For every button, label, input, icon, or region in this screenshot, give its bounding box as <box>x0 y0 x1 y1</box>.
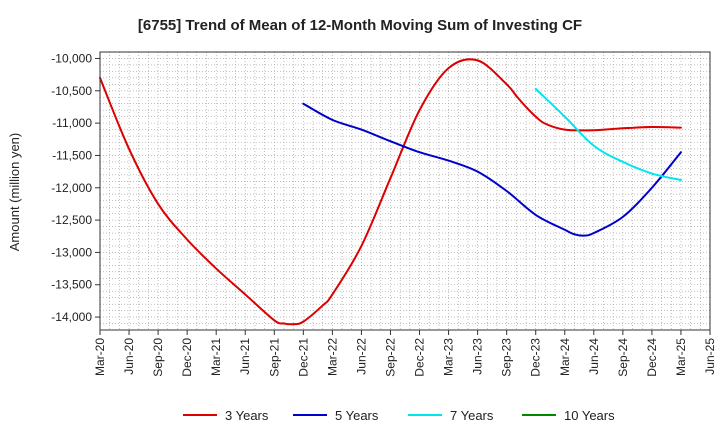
y-tick-label: -14,000 <box>51 310 92 324</box>
x-tick-label: Mar-25 <box>674 338 688 376</box>
y-tick-label: -12,500 <box>51 213 92 227</box>
plot-frame <box>99 51 711 331</box>
y-tick-label: -13,000 <box>51 245 92 259</box>
plot-area <box>100 52 710 330</box>
series-line-3-years <box>99 58 682 326</box>
series-layer <box>99 58 682 326</box>
y-tick-label: -12,000 <box>51 181 92 195</box>
x-tick-label: Sep-23 <box>500 338 514 377</box>
x-tick-label: Dec-23 <box>529 338 543 377</box>
series-line-7-years <box>534 87 682 182</box>
x-tick-label: Jun-20 <box>122 338 136 375</box>
chart-title: [6755] Trend of Mean of 12-Month Moving … <box>138 17 582 34</box>
x-tick-label: Mar-20 <box>93 338 107 376</box>
x-tick-label: Sep-21 <box>267 338 281 377</box>
x-tick-label: Dec-20 <box>180 338 194 377</box>
x-tick-label: Jun-22 <box>354 338 368 375</box>
y-axis: -10,000 -10,500 -11,000 -11,500 -12,000 -12,5… <box>51 51 100 324</box>
y-tick-label: -10,500 <box>51 84 92 98</box>
x-tick-label: Mar-23 <box>442 338 456 376</box>
grid <box>100 52 710 330</box>
x-tick-label: Sep-22 <box>383 338 397 377</box>
y-tick-label: -13,500 <box>51 278 92 292</box>
y-tick-label: -10,000 <box>51 51 92 65</box>
x-tick-label: Sep-20 <box>151 338 165 377</box>
x-tick-label: Dec-22 <box>413 338 427 377</box>
x-tick-label: Jun-25 <box>703 338 717 375</box>
x-tick-label: Sep-24 <box>616 338 630 377</box>
x-tick-label: Mar-22 <box>325 338 339 376</box>
x-tick-label: Dec-21 <box>296 338 310 377</box>
plot-background <box>100 52 710 330</box>
y-axis-label: Amount (million yen) <box>7 133 22 252</box>
legend-label-5-years: 5 Years <box>335 408 379 423</box>
legend-label-7-years: 7 Years <box>450 408 494 423</box>
x-tick-label: Jun-24 <box>587 338 601 375</box>
x-tick-label: Jun-21 <box>238 338 252 375</box>
y-tick-label: -11,000 <box>52 116 92 130</box>
legend-label-3-years: 3 Years <box>225 408 269 423</box>
legend: 3 Years 5 Years 7 Years 10 Years <box>183 408 615 423</box>
x-tick-label: Dec-24 <box>645 338 659 377</box>
legend-label-10-years: 10 Years <box>564 408 615 423</box>
x-tick-label: Mar-21 <box>209 338 223 376</box>
x-tick-label: Mar-24 <box>558 338 572 376</box>
x-axis: Mar-20 Jun-20 Sep-20 Dec-20 Mar-21 Jun-21 Sep-… <box>93 330 717 377</box>
y-tick-label: -11,500 <box>52 148 92 162</box>
x-tick-label: Jun-23 <box>471 338 485 375</box>
series-line-5-years <box>302 102 682 237</box>
